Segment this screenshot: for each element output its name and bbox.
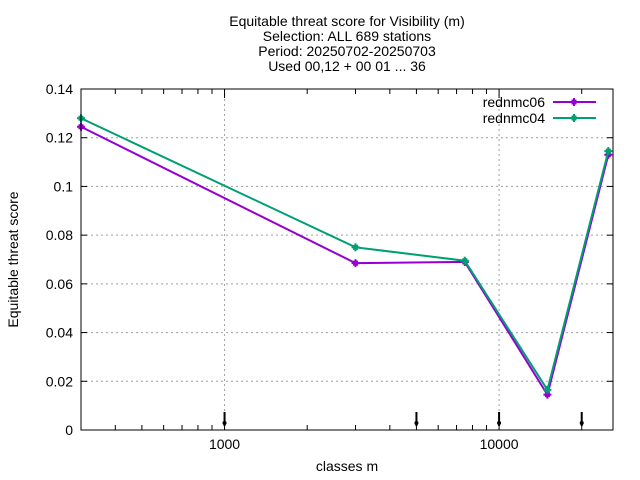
x-axis: 1000 10000 xyxy=(80,89,583,452)
data-point-rednmc04 xyxy=(462,258,468,264)
legend-label-rednmc06: rednmc06 xyxy=(483,94,545,110)
class-marker-dot xyxy=(414,421,419,425)
data-point-rednmc04 xyxy=(353,244,359,250)
y-axis: 0 0.02 0.04 0.06 0.08 0.1 0.12 0.14 xyxy=(46,81,613,438)
class-marker-dot xyxy=(497,421,502,425)
y-tick-label: 0.1 xyxy=(54,178,74,194)
data-point-rednmc04 xyxy=(544,387,550,393)
y-tick-label: 0.12 xyxy=(46,130,73,146)
plot-frame xyxy=(80,88,614,431)
series-line-rednmc06 xyxy=(80,125,610,398)
legend-label-rednmc04: rednmc04 xyxy=(483,110,545,126)
y-tick-label: 0 xyxy=(65,422,73,438)
series-rednmc04 xyxy=(77,114,613,394)
chart-title: Equitable threat score for Visibility (m… xyxy=(229,13,465,74)
data-point-rednmc06 xyxy=(544,392,550,398)
x-tick-label: 10000 xyxy=(480,436,519,452)
title-line-4: Used 00,12 + 00 01 ... 36 xyxy=(268,58,426,74)
class-marker-dot xyxy=(579,421,584,425)
class-markers xyxy=(222,412,584,426)
series-line-rednmc04 xyxy=(80,117,610,393)
plot-series xyxy=(77,114,613,399)
y-tick-label: 0.06 xyxy=(46,276,73,292)
x-axis-label: classes m xyxy=(316,458,378,474)
y-tick-label: 0.02 xyxy=(46,373,73,389)
grid xyxy=(81,89,613,430)
data-point-rednmc04 xyxy=(605,148,611,154)
y-axis-label: Equitable threat score xyxy=(5,191,21,327)
x-tick-label: 1000 xyxy=(209,436,240,452)
y-tick-label: 0.14 xyxy=(46,81,73,97)
title-line-3: Period: 20250702-20250703 xyxy=(258,43,436,59)
title-line-1: Equitable threat score for Visibility (m… xyxy=(229,13,465,29)
series-rednmc06 xyxy=(77,122,613,399)
data-point-rednmc06 xyxy=(353,260,359,266)
y-tick-label: 0.08 xyxy=(46,227,73,243)
legend-marker-rednmc06 xyxy=(571,99,577,105)
class-marker-dot xyxy=(222,421,227,425)
y-tick-label: 0.04 xyxy=(46,325,73,341)
title-line-2: Selection: ALL 689 stations xyxy=(263,28,431,44)
legend-marker-rednmc04 xyxy=(571,115,577,121)
